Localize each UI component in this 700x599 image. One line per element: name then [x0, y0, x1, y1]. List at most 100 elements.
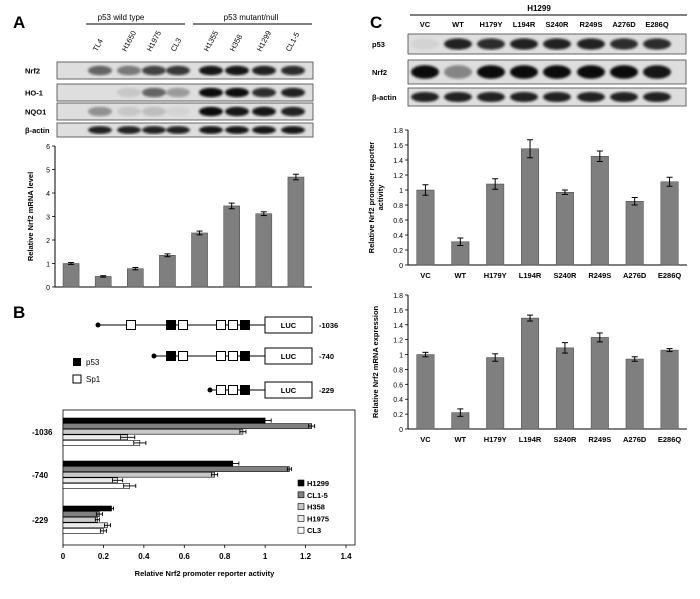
sp1-site	[216, 385, 226, 395]
y-tick-label: 1.2	[393, 173, 403, 180]
panel-a-blot-row-band	[252, 126, 276, 134]
legend-swatch	[297, 503, 305, 510]
panel-c-promoter-chart: 0 0.2 0.4 0.6 0.8 1 1.2 1.4 1.6 1.8 VC WT H179Y L194R…	[367, 128, 687, 280]
bar	[255, 213, 273, 288]
legend-label: CL3	[307, 526, 321, 535]
panel-b-element-key: p53 Sp1	[72, 358, 101, 384]
panel-c-blot-row-band	[411, 38, 439, 50]
y-tick-label: 1.6	[393, 308, 403, 315]
panel-b: B LUC -1036 LUC -740 LUC -229 p53 Sp1 0 0.2 0.4…	[13, 303, 356, 578]
bar	[521, 148, 540, 266]
panel-a-blot-row-band	[166, 87, 190, 98]
panel-c-blot-row-band	[510, 38, 538, 50]
bar	[660, 349, 679, 430]
bar	[416, 189, 435, 266]
panel-a-blot-row-band	[88, 126, 112, 134]
panel-a-blot-row-band	[117, 106, 141, 117]
lane-label: E286Q	[645, 20, 669, 29]
panel-c-blot-row-band	[411, 65, 439, 79]
bar	[62, 428, 244, 435]
blot-label: NQO1	[25, 108, 46, 117]
panel-c-blot-row-band	[577, 38, 605, 50]
x-tick-label: A276D	[623, 271, 647, 280]
y-axis-title: Relative Nrf2 promoter reporteractivity	[367, 142, 385, 254]
panel-a-blot-row-band	[166, 65, 190, 76]
lane-label: H179Y	[480, 20, 503, 29]
panel-c-blot-row-band	[444, 65, 472, 79]
panel-a-blot-row-band	[166, 126, 190, 134]
lane-label: TL4	[91, 37, 105, 53]
y-tick-label: 4	[46, 191, 50, 198]
panel-c-cell-line: H1299	[527, 4, 551, 13]
panel-a-blot-row-band	[252, 65, 276, 76]
panel-a-blot-row-band	[281, 106, 305, 117]
blot-label: HO-1	[25, 89, 43, 98]
sp1-key-swatch	[72, 374, 82, 384]
x-tick-label: L194R	[519, 271, 542, 280]
bar	[590, 337, 609, 430]
lane-label: VC	[420, 20, 431, 29]
x-tick-label: R249S	[588, 271, 611, 280]
lane-label: CL3	[169, 37, 183, 53]
panel-a-blot-row-band	[166, 106, 190, 117]
panel-a-blot-row-band	[117, 87, 141, 98]
panel-c-blot-row-band	[643, 65, 671, 79]
sp1-site	[178, 351, 188, 361]
x-tick-label: 0.6	[179, 552, 191, 561]
panel-a-blot-row-band	[199, 106, 223, 117]
y-tick-label: 1	[399, 353, 403, 360]
y-tick-label: 1.2	[393, 338, 403, 345]
y-tick-label: 1.8	[393, 128, 403, 135]
bar	[62, 423, 312, 429]
x-tick-label: VC	[420, 435, 431, 444]
panel-a-blot-row-band	[199, 87, 223, 98]
y-tick-label: 1.4	[393, 158, 403, 165]
panel-c-blot-row-band	[510, 65, 538, 79]
x-tick-label: 0.2	[98, 552, 110, 561]
promoter-construct: LUC -740	[151, 347, 334, 365]
y-tick-label: 0.8	[393, 367, 403, 374]
lane-label: H1355	[202, 29, 220, 53]
p53-site	[240, 320, 250, 330]
bar	[62, 477, 118, 484]
panel-c-blot-row-band	[444, 38, 472, 50]
x-tick-label: E286Q	[658, 271, 682, 280]
bar	[660, 181, 679, 266]
panel-c-blot-row-band	[510, 91, 538, 103]
legend-label: H1975	[307, 514, 329, 523]
x-tick-label: WT	[454, 435, 466, 444]
panel-a-blot-row-band	[252, 106, 276, 117]
panel-a-blot-row-band	[225, 87, 249, 98]
panel-a-blot-row-band	[142, 126, 166, 134]
y-tick-label: 0.4	[393, 233, 403, 240]
bar	[127, 268, 144, 288]
luc-box	[264, 381, 313, 399]
y-tick-label: 0.6	[393, 382, 403, 389]
panel-a-mrna-chart: 0 1 2 3 4 5 6 Relative Nrf2 mRNA level	[26, 144, 312, 292]
bar	[486, 183, 505, 266]
luc-label: LUC	[281, 386, 297, 395]
blot-label: Nrf2	[25, 67, 40, 76]
x-tick-label: E286Q	[658, 435, 682, 444]
p53-site	[166, 320, 176, 330]
legend-swatch	[297, 515, 305, 522]
panel-b-promoter-constructs: LUC -1036 LUC -740 LUC -229	[95, 316, 338, 399]
p53-site	[240, 351, 250, 361]
bar	[62, 511, 100, 517]
panel-c-mrna-chart: 0 0.2 0.4 0.6 0.8 1 1.2 1.4 1.6 1.8 VC WT H179Y L194R…	[371, 293, 687, 444]
panel-a-blot-row	[56, 102, 314, 121]
panel-c-blot-row-band	[543, 91, 571, 103]
x-tick-label: 0.8	[219, 552, 231, 561]
y-tick-label: 0.6	[393, 218, 403, 225]
x-tick-label: VC	[420, 271, 431, 280]
x-tick-label: L194R	[519, 435, 542, 444]
panel-c-blot-row-band	[411, 91, 439, 103]
x-axis-title: Relative Nrf2 promoter reporter activity	[135, 569, 275, 578]
panel-a-blot-row-band	[252, 87, 276, 98]
y-axis-title: Relative Nrf2 mRNA expression	[371, 305, 380, 418]
panel-a-blot-row-band	[88, 65, 112, 76]
blot-label: β-actin	[372, 93, 397, 102]
panel-c-blot-row-band	[477, 65, 505, 79]
construct-length: -740	[319, 352, 334, 361]
panel-a-blot-row-band	[142, 65, 166, 76]
